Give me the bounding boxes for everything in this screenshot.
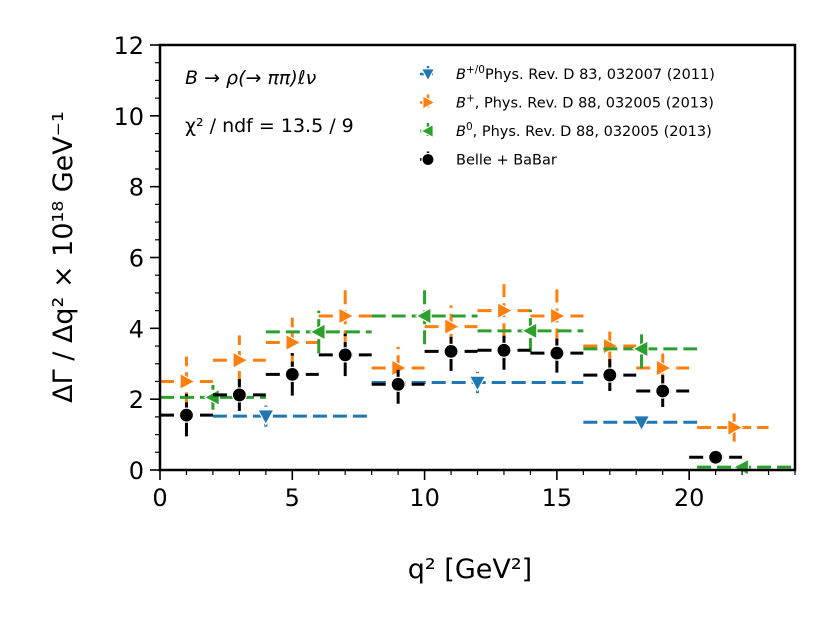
series-3 — [160, 330, 743, 465]
series-3-point-0 — [178, 407, 195, 423]
legend-marker-0 — [420, 68, 436, 83]
x-tick-label-3: 15 — [542, 484, 573, 512]
legend-marker-2 — [419, 123, 434, 139]
legend-marker-3 — [421, 152, 435, 167]
series-2-point-5 — [732, 458, 750, 477]
series-3-point-7 — [549, 345, 565, 361]
y-tick-label-6: 12 — [113, 32, 144, 60]
axes-layer: 0 5 10 15 20 0 2 4 6 8 10 12 — [113, 32, 797, 512]
series-1-point-2 — [285, 333, 302, 352]
series-1-point-3 — [338, 306, 355, 325]
series-3-point-5 — [443, 343, 459, 359]
legend-entry-0: B+/0Phys. Rev. D 83, 032007 (2011) — [420, 64, 715, 83]
x-tick-label-0: 0 — [152, 484, 167, 512]
series-0-point-1 — [468, 375, 487, 393]
series-1-point-6 — [496, 301, 514, 320]
legend: B+/0Phys. Rev. D 83, 032007 (2011) B+, Ph… — [419, 64, 715, 169]
series-1-point-0 — [179, 372, 197, 391]
series-2-point-3 — [520, 321, 538, 340]
x-axis-title: q² [GeV²] — [408, 554, 532, 585]
y-tick-label-5: 10 — [113, 103, 144, 131]
y-axis-title: ΔΓ / Δq² × 10¹⁸ GeV⁻¹ — [48, 111, 79, 403]
series-1-point-10 — [727, 418, 744, 437]
y-tick-label-3: 6 — [129, 245, 144, 273]
series-3-point-2 — [284, 366, 300, 382]
y-tick-label-0: 0 — [129, 457, 144, 485]
legend-label-0: B+/0Phys. Rev. D 83, 032007 (2011) — [456, 64, 715, 83]
series-1-point-7 — [549, 306, 567, 325]
y-tick-label-1: 2 — [129, 386, 144, 414]
y-tick-label-2: 4 — [129, 315, 144, 343]
series-0-point-0 — [256, 409, 275, 426]
series-3-point-9 — [655, 383, 671, 399]
series-0-point-2 — [632, 415, 651, 432]
legend-label-1: B+, Phys. Rev. D 88, 032005 (2013) — [456, 93, 714, 112]
x-tick-label-4: 20 — [674, 484, 705, 512]
series-2-point-2 — [414, 306, 432, 325]
legend-label-3: Belle + BaBar — [456, 153, 557, 169]
series-2-point-4 — [631, 339, 649, 358]
series-3-point-1 — [231, 387, 247, 403]
series-2-point-0 — [203, 388, 220, 407]
x-tick-label-1: 5 — [285, 484, 300, 512]
series-1-point-1 — [232, 351, 250, 370]
series-1-point-5 — [444, 317, 461, 336]
series-3-point-3 — [337, 347, 353, 363]
series-3-point-8 — [602, 367, 618, 383]
series-3-point-4 — [390, 376, 406, 392]
series-0 — [212, 371, 698, 432]
x-tick-label-2: 10 — [409, 484, 440, 512]
legend-entry-3: Belle + BaBar — [420, 151, 557, 169]
process-annotation: B → ρ(→ ππ)ℓν — [185, 67, 317, 89]
chi2-annotation: χ² / ndf = 13.5 / 9 — [185, 115, 354, 137]
legend-marker-1 — [422, 94, 437, 111]
legend-entry-1: B+, Phys. Rev. D 88, 032005 (2013) — [420, 93, 714, 112]
series-1-point-9 — [655, 358, 673, 378]
series-3-point-10 — [708, 449, 724, 465]
legend-entry-2: B0, Phys. Rev. D 88, 032005 (2013) — [419, 121, 712, 140]
series-3-point-6 — [496, 342, 512, 358]
series-2-point-1 — [309, 322, 326, 341]
series-layer — [160, 284, 795, 477]
series-1 — [160, 284, 769, 442]
legend-label-2: B0, Phys. Rev. D 88, 032005 (2013) — [456, 121, 712, 140]
y-tick-label-4: 8 — [129, 174, 144, 202]
